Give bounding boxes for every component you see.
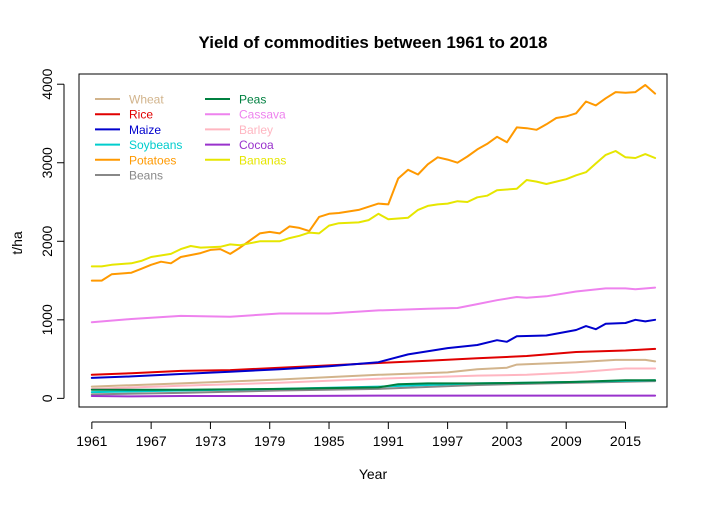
y-tick-label: 0 <box>39 394 55 402</box>
legend-label-maize: Maize <box>129 123 161 137</box>
y-tick-label: 2000 <box>39 226 55 257</box>
x-tick-label: 2009 <box>551 433 582 449</box>
x-axis-label: Year <box>359 466 388 482</box>
legend-label-wheat: Wheat <box>129 93 164 107</box>
x-tick-label: 1997 <box>432 433 463 449</box>
legend: WheatRiceMaizeSoybeansPotatoesBeansPeasC… <box>95 93 286 183</box>
series-line-peas <box>90 379 657 391</box>
y-axis-label: t/ha <box>9 231 25 255</box>
x-tick-label: 1973 <box>195 433 226 449</box>
x-tick-label: 1985 <box>313 433 344 449</box>
x-tick-label: 1961 <box>76 433 107 449</box>
series-line-cocoa <box>90 394 657 398</box>
legend-label-beans: Beans <box>129 169 163 183</box>
chart-title: Yield of commodities between 1961 to 201… <box>199 33 548 52</box>
legend-label-soybeans: Soybeans <box>129 138 182 152</box>
x-tick-label: 2015 <box>610 433 641 449</box>
x-tick-label: 1991 <box>373 433 404 449</box>
y-tick-label: 1000 <box>39 304 55 335</box>
series-line-barley <box>90 367 657 390</box>
series-line-cassava <box>90 286 657 324</box>
x-tick-label: 2003 <box>491 433 522 449</box>
y-axis: 0 1000 2000 3000 4000 <box>39 68 65 402</box>
x-tick-label: 1967 <box>136 433 167 449</box>
legend-label-peas: Peas <box>239 93 266 107</box>
series-line-wheat <box>90 358 657 388</box>
series-line-maize <box>90 318 657 379</box>
plot-frame <box>78 73 668 408</box>
legend-label-rice: Rice <box>129 108 153 122</box>
x-tick-label: 1979 <box>254 433 285 449</box>
legend-label-cocoa: Cocoa <box>239 138 274 152</box>
series-layer <box>90 84 657 398</box>
y-tick-label: 3000 <box>39 147 55 178</box>
series-line-bananas <box>90 150 657 268</box>
legend-label-potatoes: Potatoes <box>129 153 176 167</box>
legend-label-barley: Barley <box>239 123 273 137</box>
legend-label-cassava: Cassava <box>239 108 286 122</box>
x-axis: 1961 1967 1973 1979 1985 1991 1997 2003 2009 2015 <box>76 421 641 449</box>
y-tick-label: 4000 <box>39 68 55 99</box>
legend-label-bananas: Bananas <box>239 153 286 167</box>
series-line-potatoes <box>90 84 657 282</box>
